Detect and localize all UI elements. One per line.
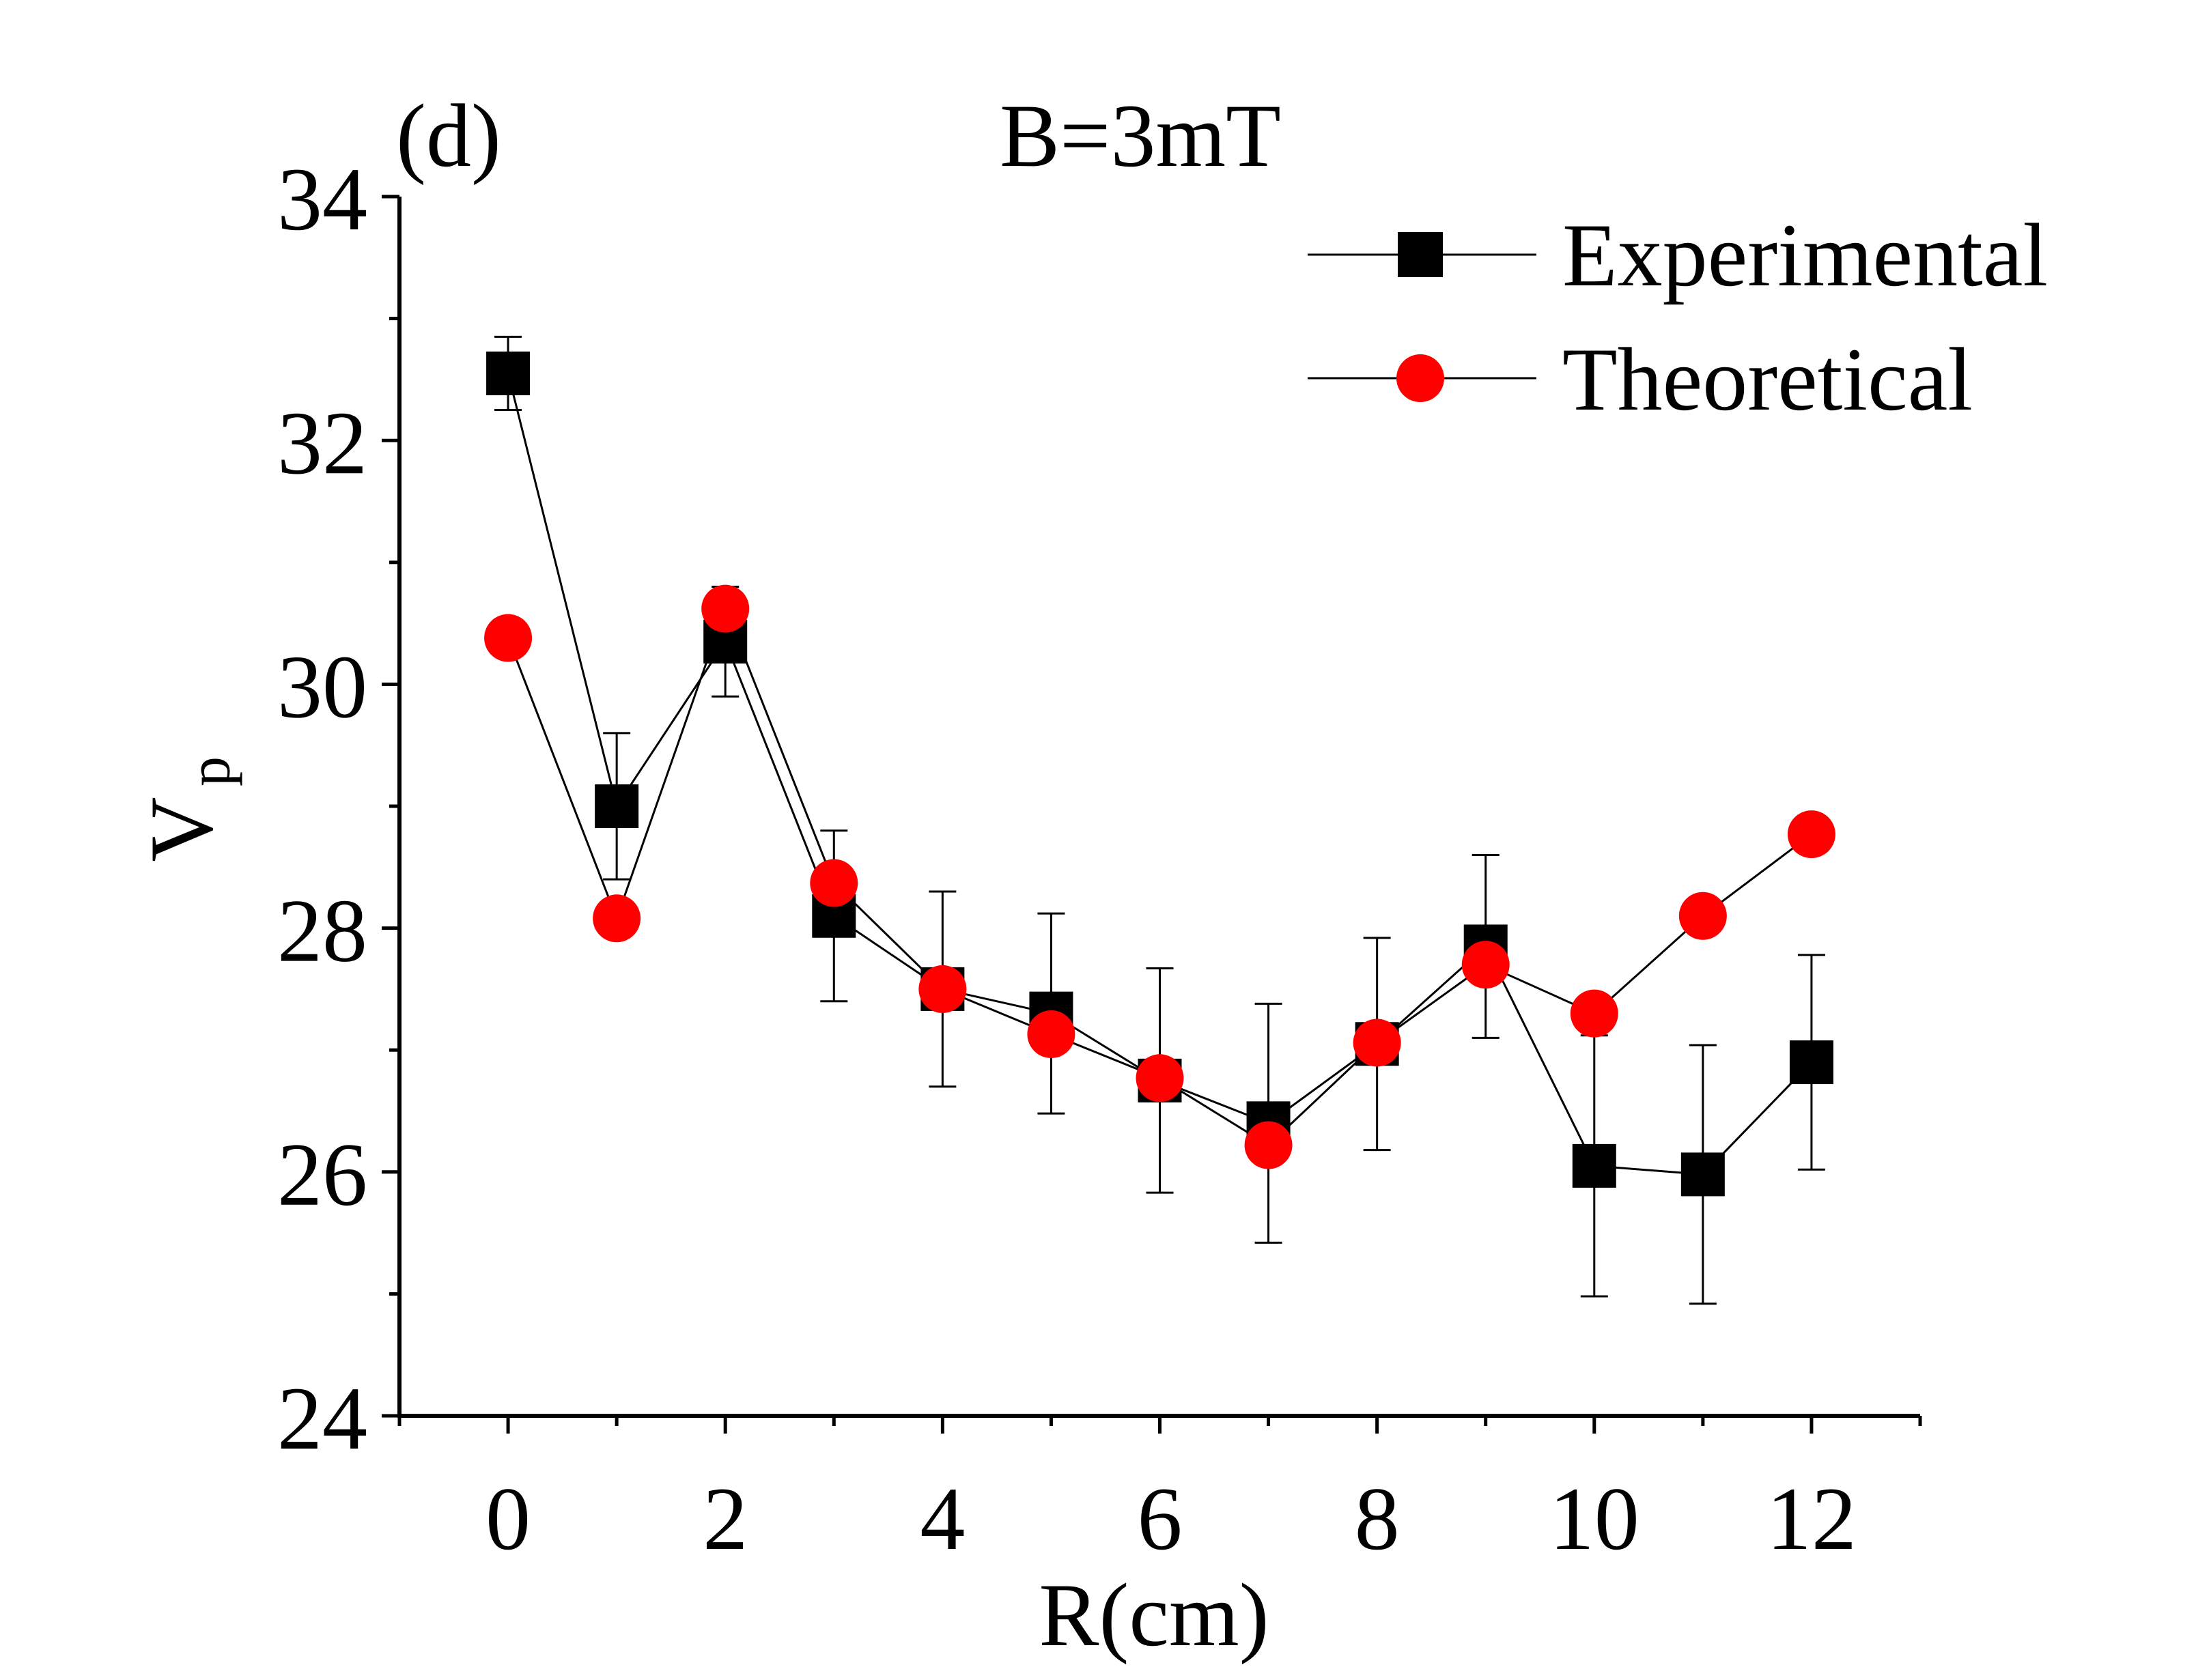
legend: Experimental Theoretical	[1308, 205, 2048, 429]
legend-label-experimental: Experimental	[1562, 205, 2048, 305]
x-tick-label: 10	[1549, 1468, 1639, 1569]
theoretical-point	[701, 584, 750, 633]
legend-marker-experimental	[1398, 232, 1443, 277]
y-tick-label: 26	[277, 1124, 367, 1225]
theoretical-point	[1678, 892, 1727, 940]
y-tick-label: 30	[277, 636, 367, 737]
x-tick-label: 8	[1355, 1468, 1400, 1569]
theoretical-point	[1353, 1019, 1401, 1067]
theoretical-point	[918, 965, 967, 1013]
experimental-point	[1680, 1152, 1725, 1197]
theoretical-point	[1027, 1010, 1075, 1058]
theoretical-point	[1136, 1054, 1184, 1102]
y-tick-label: 32	[277, 393, 367, 493]
chart-title: B=3mT	[1000, 85, 1281, 186]
y-ticks: 24 26 28 30 32 34	[277, 149, 399, 1468]
experimental-point	[486, 351, 531, 395]
theoretical-point	[1244, 1121, 1293, 1169]
y-axis-label-subscript: p	[177, 756, 243, 786]
theoretical-point	[484, 614, 533, 662]
x-axis-label: R(cm)	[1039, 1565, 1269, 1665]
x-tick-label: 0	[485, 1468, 531, 1569]
theoretical-point	[810, 859, 858, 907]
experimental-point	[1572, 1143, 1616, 1188]
theoretical-point	[1787, 810, 1835, 859]
y-tick-label: 28	[277, 881, 367, 981]
y-axis-label-main: V	[131, 797, 231, 862]
experimental-point	[595, 784, 639, 828]
experimental-point	[1789, 1040, 1833, 1085]
series-layer	[484, 335, 1835, 1305]
theoretical-point	[1461, 941, 1510, 989]
legend-marker-theoretical	[1396, 354, 1444, 402]
y-axis-label: V p	[131, 756, 243, 862]
y-tick-label: 24	[277, 1368, 367, 1468]
x-tick-label: 4	[920, 1468, 965, 1569]
x-tick-label: 12	[1766, 1468, 1857, 1569]
legend-label-theoretical: Theoretical	[1562, 329, 1973, 429]
theoretical-point	[593, 894, 641, 943]
x-ticks: 0 2 4 6 8 10 12	[397, 1416, 1922, 1569]
y-tick-label: 34	[277, 149, 367, 249]
panel-label: (d)	[396, 85, 501, 186]
x-tick-label: 2	[703, 1468, 748, 1569]
theoretical-point	[1570, 989, 1618, 1038]
x-tick-label: 6	[1138, 1468, 1183, 1569]
